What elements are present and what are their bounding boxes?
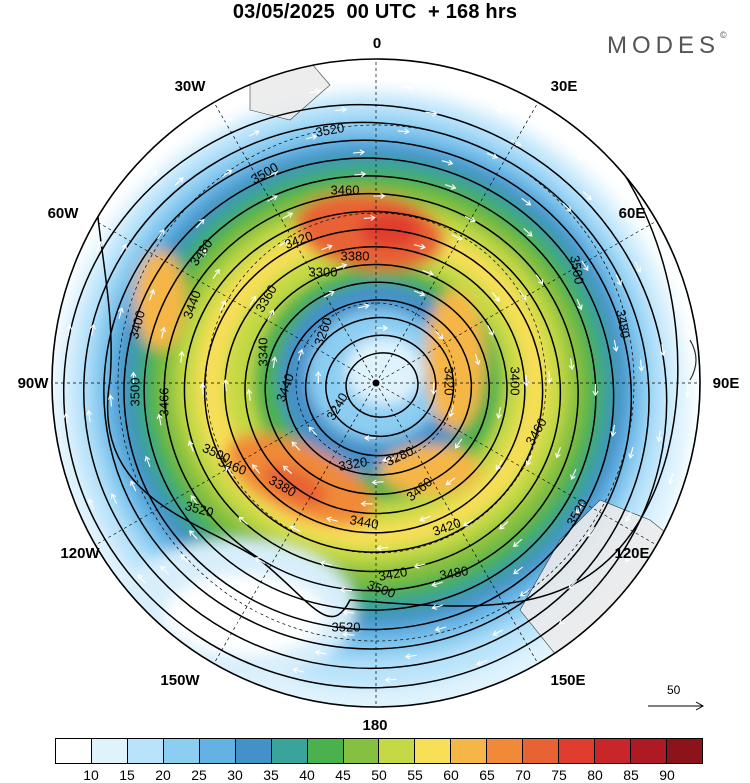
pole-marker (373, 380, 380, 387)
contour-label: 3460 (331, 182, 360, 197)
longitude-label: 90W (18, 375, 49, 392)
colorbar-tick-label: 30 (227, 767, 243, 783)
colorbar-swatch (344, 739, 380, 763)
contour-label: 3500 (127, 378, 142, 407)
colorbar-swatch (523, 739, 559, 763)
colorbar-tick-label: 40 (299, 767, 315, 783)
contour-label: 3380 (341, 248, 370, 263)
longitude-label: 120E (614, 545, 649, 562)
longitude-label: 60W (48, 205, 79, 222)
longitude-label: 90E (713, 375, 740, 392)
colorbar-tick-label: 55 (407, 767, 423, 783)
longitude-label: 150E (550, 672, 585, 689)
colorbar-tick-label: 70 (515, 767, 531, 783)
reference-vector-label: 50 (667, 683, 680, 697)
colorbar-swatch (595, 739, 631, 763)
colorbar-swatch (559, 739, 595, 763)
colorbar-swatch (164, 739, 200, 763)
colorbar-tick-label: 15 (119, 767, 135, 783)
contour-label: 3400 (508, 367, 523, 396)
longitude-label: 30E (551, 78, 578, 95)
colorbar-tick-label: 35 (263, 767, 279, 783)
colorbar-swatch (631, 739, 667, 763)
colorbar-tick-label: 10 (83, 767, 99, 783)
colorbar-tick-label: 60 (443, 767, 459, 783)
longitude-label: 120W (60, 545, 99, 562)
colorbar-tick-label: 90 (659, 767, 675, 783)
colorbar-ticks: 10 15 20 25 30 35 40 45 50 55 60 65 70 75 80 85 90 (55, 767, 703, 783)
colorbar-swatch (415, 739, 451, 763)
contour-label: 3420 (442, 367, 457, 396)
longitude-label: 150W (160, 672, 199, 689)
colorbar-tick-label: 20 (155, 767, 171, 783)
colorbar-swatch (451, 739, 487, 763)
colorbar-swatch (236, 739, 272, 763)
colorbar-tick-label: 85 (623, 767, 639, 783)
longitude-label: 30W (175, 78, 206, 95)
colorbar-tick-label: 80 (587, 767, 603, 783)
longitude-label: 180 (362, 717, 387, 734)
colorbar-swatch (92, 739, 128, 763)
colorbar-swatch (379, 739, 415, 763)
longitude-label: 0 (373, 35, 381, 52)
colorbar-swatch (128, 739, 164, 763)
colorbar-tick-label: 45 (335, 767, 351, 783)
colorbar-tick-label: 25 (191, 767, 207, 783)
contour-label: 3340 (255, 338, 270, 367)
contour-label: 3300 (309, 264, 338, 279)
colorbar-swatch (272, 739, 308, 763)
colorbar-swatch (308, 739, 344, 763)
contour-label: 3466 (156, 388, 171, 417)
colorbar-swatch (200, 739, 236, 763)
colorbar-swatch (56, 739, 92, 763)
colorbar (55, 738, 703, 764)
longitude-label: 60E (619, 205, 646, 222)
colorbar-swatch (667, 739, 702, 763)
contour-label: 3520 (332, 619, 361, 634)
colorbar-tick-label: 65 (479, 767, 495, 783)
colorbar-tick-label: 75 (551, 767, 567, 783)
colorbar-swatch (487, 739, 523, 763)
colorbar-tick-label: 50 (371, 767, 387, 783)
